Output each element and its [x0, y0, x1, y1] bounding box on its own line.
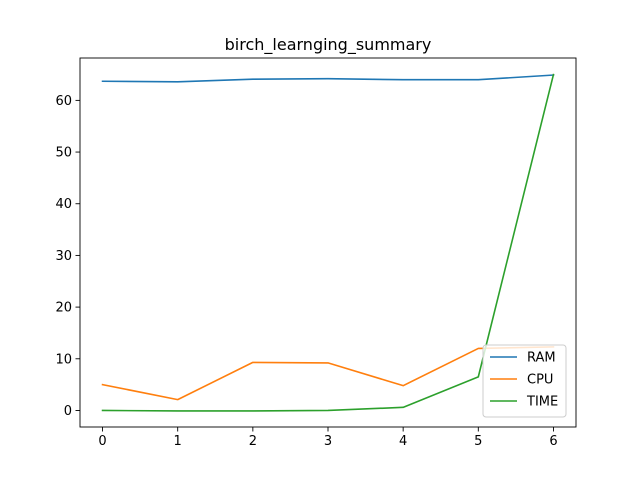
legend-box	[482, 344, 567, 418]
chart-title: birch_learnging_summary	[225, 35, 432, 55]
series-line-ram	[101, 74, 555, 83]
y-tick-label: 0	[64, 404, 72, 419]
x-tick-label: 4	[399, 434, 407, 449]
y-tick-label: 50	[55, 146, 72, 161]
x-tick-label: 2	[249, 434, 257, 449]
legend-label-cpu: CPU	[527, 373, 553, 388]
x-tick-label: 6	[549, 434, 557, 449]
x-tick-label: 0	[98, 434, 106, 449]
series-line-time	[101, 73, 555, 412]
legend: RAM CPU TIME	[482, 344, 567, 418]
x-tick-label: 1	[174, 434, 182, 449]
y-tick-label: 10	[55, 352, 72, 367]
series-line-cpu	[101, 346, 555, 401]
x-tick-label: 5	[474, 434, 482, 449]
y-tick-label: 60	[55, 94, 72, 109]
x-tick-label: 3	[324, 434, 332, 449]
legend-label-time: TIME	[526, 395, 558, 410]
legend-label-ram: RAM	[527, 351, 556, 366]
y-tick-label: 20	[55, 301, 72, 316]
y-tick-label: 40	[55, 197, 72, 212]
y-tick-label: 30	[55, 249, 72, 264]
